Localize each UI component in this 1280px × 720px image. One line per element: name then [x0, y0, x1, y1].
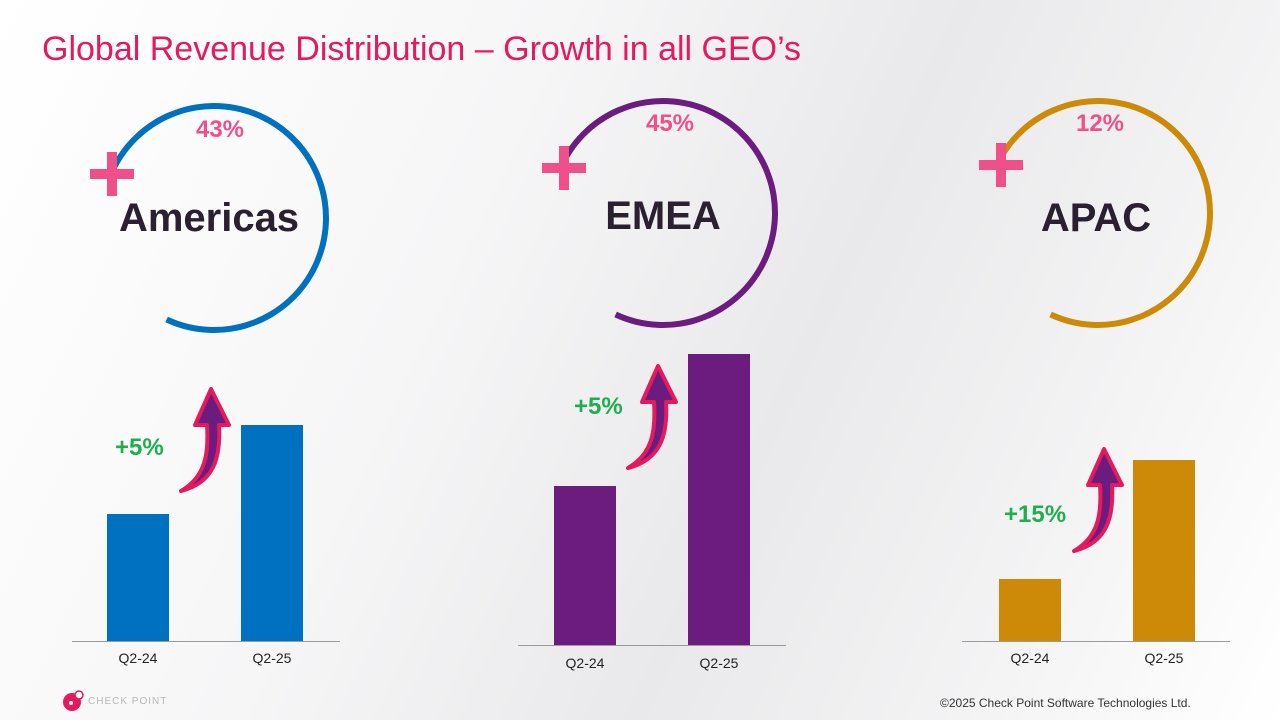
apac-axis-baseline — [962, 641, 1230, 642]
apac-bar-q2-25 — [1133, 460, 1195, 641]
growth-arrow-icon — [179, 387, 231, 493]
growth-arrow-icon — [1072, 447, 1124, 553]
check-point-logo: CHECK POINT — [62, 690, 167, 712]
emea-bar-q2-24 — [554, 486, 616, 645]
emea-bar-q2-25 — [688, 354, 750, 645]
emea-axis-baseline — [518, 645, 786, 646]
americas-bar-q2-25 — [241, 425, 303, 641]
emea-share-percent: 45% — [645, 110, 695, 137]
emea-growth-label: +5% — [574, 393, 623, 420]
apac-growth-label: +15% — [1004, 501, 1067, 528]
americas-title: Americas — [118, 196, 300, 240]
logo-icon — [63, 690, 84, 711]
apac-bar-q2-24 — [999, 579, 1061, 641]
emea-tick-q2-25: Q2-25 — [699, 655, 739, 671]
americas-tick-q2-25: Q2-25 — [252, 650, 292, 666]
apac-tick-q2-25: Q2-25 — [1144, 650, 1184, 666]
americas-tick-q2-24: Q2-24 — [118, 650, 158, 666]
plus-icon — [979, 143, 1023, 187]
americas-bar-q2-24 — [107, 514, 169, 641]
plus-icon — [542, 146, 586, 190]
americas-growth-label: +5% — [115, 434, 164, 461]
plus-icon — [90, 152, 134, 196]
growth-arrow-icon — [626, 364, 678, 470]
page-title: Global Revenue Distribution – Growth in … — [42, 30, 802, 68]
americas-axis-baseline — [72, 641, 340, 642]
apac-share-percent: 12% — [1075, 110, 1125, 137]
emea-tick-q2-24: Q2-24 — [565, 655, 605, 671]
apac-title: APAC — [1040, 196, 1152, 240]
apac-tick-q2-24: Q2-24 — [1010, 650, 1050, 666]
logo-text: CHECK POINT — [88, 695, 168, 707]
americas-share-percent: 43% — [195, 116, 245, 143]
copyright-text: ©2025 Check Point Software Technologies … — [940, 696, 1191, 710]
emea-title: EMEA — [605, 194, 721, 238]
